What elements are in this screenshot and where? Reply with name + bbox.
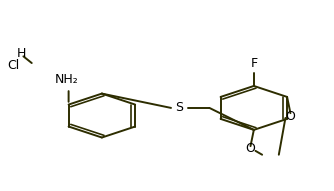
Text: O: O	[245, 142, 256, 155]
Text: O: O	[286, 109, 295, 123]
Text: Cl: Cl	[7, 59, 19, 72]
Text: H: H	[17, 47, 26, 60]
Text: NH₂: NH₂	[55, 73, 79, 86]
Text: F: F	[250, 57, 258, 70]
Text: S: S	[175, 101, 183, 114]
